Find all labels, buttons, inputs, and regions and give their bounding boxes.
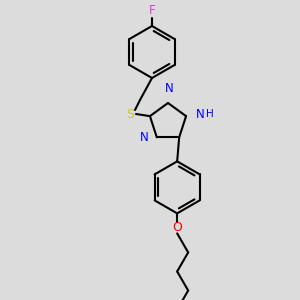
Text: H: H [206,109,214,119]
Text: O: O [172,221,182,234]
Text: F: F [149,4,155,17]
Text: N: N [196,108,205,121]
Text: S: S [126,107,134,121]
Text: N: N [140,131,149,144]
Text: N: N [165,82,173,95]
